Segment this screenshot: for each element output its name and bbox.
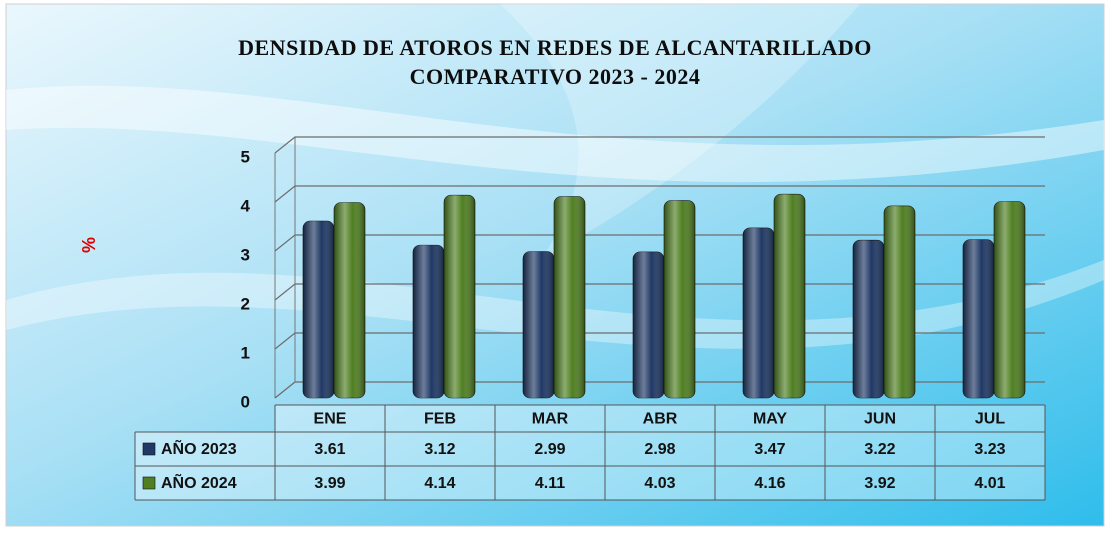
table-value: 3.47 bbox=[754, 441, 785, 458]
chart-subtitle: COMPARATIVO 2023 - 2024 bbox=[410, 64, 701, 89]
table-value: 4.16 bbox=[754, 475, 785, 492]
bar-shine bbox=[994, 202, 1025, 398]
chart-title: DENSIDAD DE ATOROS EN REDES DE ALCANTARI… bbox=[238, 35, 872, 60]
table-value: 3.23 bbox=[974, 441, 1005, 458]
chart: DENSIDAD DE ATOROS EN REDES DE ALCANTARI… bbox=[0, 0, 1110, 533]
x-tick-label: FEB bbox=[424, 411, 456, 428]
x-tick-label: MAR bbox=[532, 411, 569, 428]
table-value: 2.99 bbox=[534, 441, 565, 458]
bar-shine bbox=[853, 240, 884, 398]
x-tick-label: ENE bbox=[314, 411, 347, 428]
bar-shine bbox=[664, 201, 695, 398]
table-value: 3.61 bbox=[314, 441, 345, 458]
y-tick-label: 3 bbox=[241, 245, 250, 264]
y-tick-label: 5 bbox=[241, 147, 250, 166]
table-value: 4.03 bbox=[644, 475, 675, 492]
y-tick-label: 2 bbox=[241, 294, 250, 313]
bar-shine bbox=[303, 221, 334, 398]
table-value: 3.22 bbox=[864, 441, 895, 458]
x-tick-label: MAY bbox=[753, 411, 787, 428]
x-tick-label: JUL bbox=[975, 411, 1005, 428]
table-value: 3.12 bbox=[424, 441, 455, 458]
y-axis-label: % bbox=[79, 237, 99, 253]
legend-swatch bbox=[143, 443, 155, 455]
bar-shine bbox=[884, 206, 915, 398]
bar-shine bbox=[963, 240, 994, 398]
table-value: 4.14 bbox=[424, 475, 455, 492]
y-tick-label: 4 bbox=[241, 196, 251, 215]
legend-label: AÑO 2024 bbox=[161, 472, 237, 492]
table-value: 4.01 bbox=[974, 475, 1005, 492]
bar-shine bbox=[743, 228, 774, 398]
table-value: 3.92 bbox=[864, 475, 895, 492]
bar-shine bbox=[523, 251, 554, 398]
legend-label: AÑO 2023 bbox=[161, 438, 237, 458]
table-value: 2.98 bbox=[644, 441, 675, 458]
table-value: 3.99 bbox=[314, 475, 345, 492]
bar-shine bbox=[774, 194, 805, 398]
y-tick-label: 1 bbox=[241, 343, 250, 362]
table-value: 4.11 bbox=[535, 475, 565, 492]
bar-shine bbox=[413, 245, 444, 398]
y-tick-label: 0 bbox=[241, 392, 250, 411]
bar-shine bbox=[334, 202, 365, 398]
bar-shine bbox=[633, 252, 664, 398]
x-tick-label: ABR bbox=[643, 411, 678, 428]
bar-shine bbox=[554, 197, 585, 398]
legend-swatch bbox=[143, 477, 155, 489]
bar-shine bbox=[444, 195, 475, 398]
x-tick-label: JUN bbox=[864, 411, 896, 428]
